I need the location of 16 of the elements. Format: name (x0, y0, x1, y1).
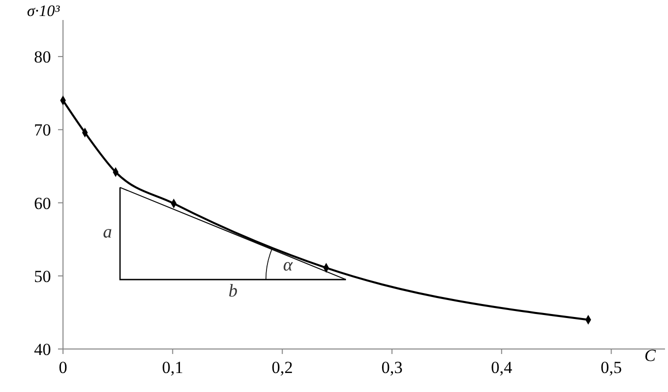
x-tick-label: 0,5 (600, 358, 622, 377)
x-tick-label: 0,4 (490, 358, 513, 377)
y-tick-label: 80 (34, 48, 51, 67)
y-tick-label: 70 (34, 120, 51, 140)
x-tick-label: 0,1 (162, 358, 184, 377)
annotation: a (103, 222, 112, 242)
x-axis-title: C (644, 346, 656, 365)
y-axis-title: σ·10³ (27, 3, 60, 20)
y-tick-label: 40 (34, 340, 51, 359)
y-tick-label: 50 (34, 266, 51, 286)
annotation: b (228, 280, 238, 301)
x-tick-label: 0,2 (272, 358, 293, 377)
annotation: α (283, 254, 294, 275)
x-tick-label: 0 (58, 358, 68, 377)
x-tick-label: 0,3 (381, 358, 403, 377)
y-tick-label: 60 (34, 194, 51, 213)
